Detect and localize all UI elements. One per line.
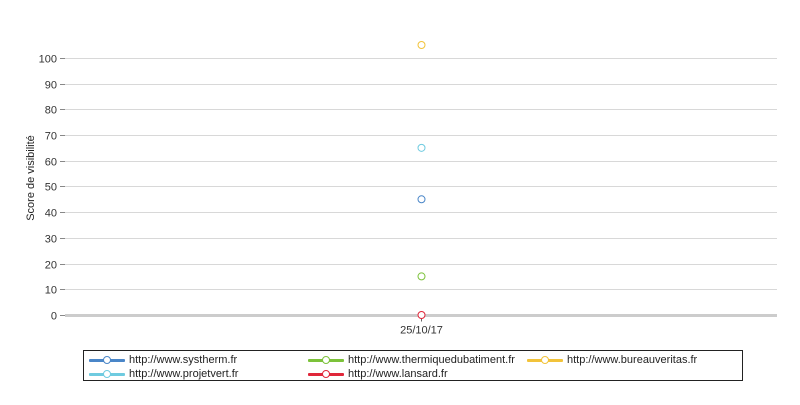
legend-swatch [88,354,126,366]
y-tick-label: 40 [45,208,57,220]
y-tick-label: 50 [45,182,57,194]
y-tick-label: 90 [45,80,57,92]
legend-swatch [88,368,126,380]
x-tick-label: 25/10/17 [400,325,443,337]
legend-label: http://www.bureauveritas.fr [567,353,698,366]
y-tick-label: 100 [39,54,57,66]
y-tick-label: 30 [45,234,57,246]
y-axis-label: Score de visibilité [25,135,37,221]
data-point [417,272,426,281]
y-tick-label: 0 [51,311,57,323]
legend: http://www.systherm.fr http://www.thermiq… [83,350,743,381]
legend-item[interactable]: http://www.thermiquedubatiment.fr [307,352,515,367]
legend-item[interactable]: http://www.projetvert.fr [88,366,238,381]
grid-lines [60,58,777,316]
y-tick-labels: 0 10 20 30 40 50 60 70 80 90 100 [39,54,57,323]
data-points [417,41,426,319]
y-tick-label: 20 [45,260,57,272]
data-point [417,311,426,319]
legend-label: http://www.thermiquedubatiment.fr [348,353,515,366]
y-tick-label: 60 [45,157,57,169]
legend-item[interactable]: http://www.lansard.fr [307,366,448,381]
legend-label: http://www.lansard.fr [348,367,448,380]
data-point [417,143,426,152]
legend-swatch [307,368,345,380]
legend-swatch [307,354,345,366]
legend-item[interactable]: http://www.bureauveritas.fr [526,352,697,367]
legend-label: http://www.systherm.fr [129,353,238,366]
y-tick-label: 70 [45,131,57,143]
legend-label: http://www.projetvert.fr [129,367,239,380]
y-tick-label: 80 [45,105,57,117]
legend-item[interactable]: http://www.systherm.fr [88,352,237,367]
legend-swatch [526,354,564,366]
data-point [417,195,426,204]
y-tick-label: 10 [45,285,57,297]
data-point [417,41,426,49]
